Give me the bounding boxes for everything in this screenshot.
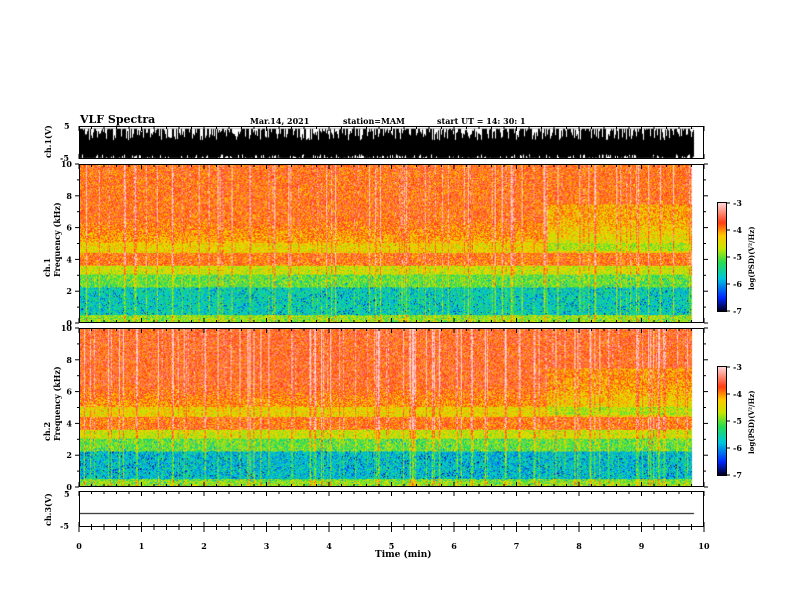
x-tick-label: 10 (698, 541, 710, 551)
ch1-ytick-label: 2 (66, 286, 72, 296)
ch1-waveform-plot (80, 127, 703, 158)
x-tick-label: 6 (451, 541, 457, 551)
ch1-waveform-panel (79, 126, 704, 159)
x-axis-label: Time (min) (375, 550, 432, 560)
date-label: Mar.14, 2021 (250, 116, 310, 126)
cb2-tick-label: -7 (733, 470, 742, 480)
cb2-tick-label: -4 (733, 389, 742, 399)
x-tick-label: 4 (326, 541, 332, 551)
x-tick-label: 5 (389, 541, 395, 551)
ch1-ytick-bottom: -5 (60, 153, 69, 163)
ch1-spectrogram-panel (79, 164, 704, 323)
cb1-tick-label: -6 (733, 279, 742, 289)
ch2-ytick-label: 6 (66, 387, 72, 397)
ch2-colorbar (717, 366, 727, 476)
x-tick-label: 2 (201, 541, 207, 551)
ch1-spectrogram-heatmap (80, 165, 703, 322)
ch2-ytick-label: 4 (66, 418, 72, 428)
figure-title: VLF Spectra (80, 113, 156, 126)
cb2-tick-label: -6 (733, 443, 742, 453)
ch2-colorbar-gradient (718, 367, 726, 475)
ch2-spectrogram-heatmap (80, 329, 703, 486)
ch2-colorbar-label: log(PSD)(V²/Hz) (747, 390, 756, 454)
ch3-ytick-bottom: -5 (60, 521, 69, 531)
ch1-colorbar-label: log(PSD)(V²/Hz) (747, 226, 756, 290)
cb1-tick-label: -3 (733, 198, 742, 208)
cb2-tick-label: -5 (733, 416, 742, 426)
ch3-waveform-plot (80, 492, 703, 526)
ch1-colorbar-gradient (718, 203, 726, 311)
ch1-ytick-label: 6 (66, 223, 72, 233)
x-tick-label: 1 (139, 541, 145, 551)
ch2-ytick-label: 0 (66, 482, 72, 492)
cb1-tick-label: -4 (733, 225, 742, 235)
ch3-ytick-top: 5 (64, 489, 70, 499)
ch1-colorbar (717, 202, 727, 312)
ch1-ytick-label: 0 (66, 318, 72, 328)
x-tick-label: 3 (264, 541, 270, 551)
x-tick-label: 7 (514, 541, 520, 551)
ch2-spectrogram-panel (79, 328, 704, 487)
cb2-tick-label: -3 (733, 362, 742, 372)
ch2-ytick-label: 10 (61, 323, 73, 333)
ch1-ytick-top: 5 (64, 121, 70, 131)
cb1-tick-label: -5 (733, 252, 742, 262)
ch2-ytick-label: 8 (66, 355, 72, 365)
ch1-ytick-label: 4 (66, 254, 72, 264)
ch1-ytick-label: 8 (66, 191, 72, 201)
ch1-ytick-label: 10 (61, 159, 73, 169)
ch2-ytick-label: 2 (66, 450, 72, 460)
station-label: station=MAM (343, 116, 405, 126)
cb1-tick-label: -7 (733, 306, 742, 316)
x-tick-label: 9 (639, 541, 645, 551)
x-tick-label: 0 (76, 541, 82, 551)
start-time-label: start UT = 14: 30: 1 (437, 116, 526, 126)
x-tick-label: 8 (576, 541, 582, 551)
